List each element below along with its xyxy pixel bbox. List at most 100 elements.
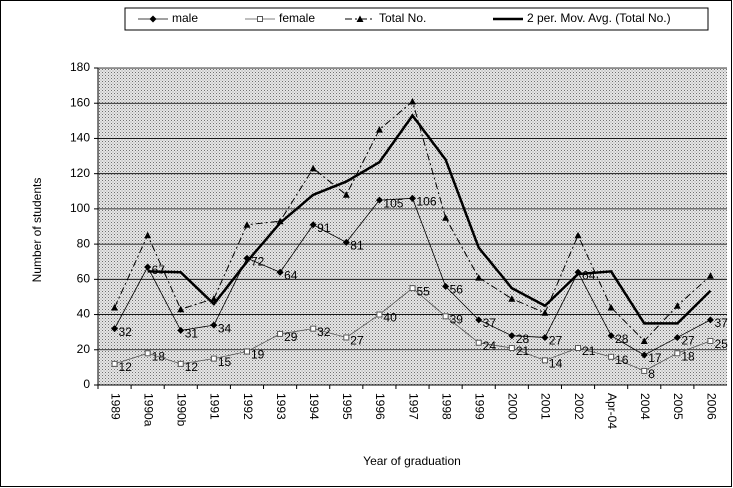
- y-tick-label: 100: [70, 201, 90, 215]
- data-label: 19: [251, 348, 265, 362]
- data-label: 15: [218, 355, 232, 369]
- data-label: 16: [615, 353, 629, 367]
- marker: [243, 348, 250, 355]
- marker: [342, 238, 350, 246]
- marker: [574, 231, 582, 239]
- marker: [177, 326, 185, 334]
- x-tick-label: Apr-04: [605, 393, 619, 429]
- marker: [375, 126, 383, 133]
- marker: [607, 332, 615, 340]
- marker: [409, 285, 416, 292]
- data-label: 27: [681, 334, 695, 348]
- x-tick-label: 1992: [241, 393, 255, 420]
- marker: [257, 16, 263, 22]
- marker: [673, 333, 681, 341]
- marker: [376, 311, 383, 318]
- x-tick-label: 1991: [208, 393, 222, 420]
- marker: [375, 196, 383, 204]
- data-label: 55: [417, 284, 431, 298]
- legend-label: female: [279, 11, 315, 25]
- marker: [508, 345, 515, 352]
- data-label: 8: [648, 367, 655, 381]
- x-tick-label: 1998: [439, 393, 453, 420]
- marker: [641, 367, 648, 374]
- x-tick-label: 1993: [274, 393, 288, 420]
- legend-label: Total No.: [379, 11, 426, 25]
- series-line: [147, 113, 712, 325]
- data-label: 24: [483, 339, 497, 353]
- marker: [541, 309, 549, 316]
- marker: [442, 214, 450, 221]
- data-label: 27: [350, 334, 364, 348]
- y-tick-label: 40: [77, 307, 91, 321]
- data-label: 18: [681, 349, 695, 363]
- marker: [607, 304, 615, 311]
- marker: [475, 316, 483, 324]
- x-tick-label: 1996: [373, 393, 387, 420]
- marker: [177, 305, 185, 313]
- data-label: 72: [251, 254, 265, 268]
- marker: [276, 268, 284, 276]
- data-label: 40: [383, 311, 397, 325]
- marker: [111, 360, 118, 367]
- x-tick-label: 2002: [572, 393, 586, 420]
- marker: [111, 325, 119, 333]
- x-tick-label: 2000: [506, 393, 520, 420]
- data-label: 91: [317, 221, 331, 235]
- marker: [673, 302, 681, 309]
- marker: [541, 333, 549, 341]
- x-tick-label: 2001: [539, 393, 553, 420]
- x-tick-label: 1997: [406, 393, 420, 420]
- y-tick-label: 160: [70, 95, 90, 109]
- marker: [356, 15, 364, 22]
- marker: [177, 360, 184, 367]
- marker: [706, 316, 714, 324]
- data-label: 14: [549, 357, 563, 371]
- marker: [309, 221, 317, 229]
- marker: [640, 351, 648, 359]
- y-tick-label: 0: [83, 377, 90, 391]
- marker: [210, 321, 218, 329]
- y-tick-label: 120: [70, 166, 90, 180]
- data-label: 28: [516, 332, 530, 346]
- legend-label: 2 per. Mov. Avg. (Total No.): [527, 11, 671, 25]
- data-label: 105: [383, 196, 403, 210]
- y-tick-label: 180: [70, 60, 90, 74]
- data-label: 34: [218, 321, 232, 335]
- marker: [243, 221, 251, 228]
- data-label: 56: [450, 283, 464, 297]
- marker: [342, 191, 350, 198]
- data-label: 28: [615, 332, 629, 346]
- data-label: 27: [549, 334, 563, 348]
- data-label: 21: [516, 344, 530, 358]
- data-label: 29: [284, 330, 298, 344]
- marker: [608, 353, 615, 360]
- marker: [409, 97, 416, 105]
- marker: [210, 355, 217, 362]
- y-tick-label: 60: [77, 272, 91, 286]
- data-label: 17: [648, 351, 662, 365]
- x-tick-label: 1989: [108, 393, 122, 420]
- data-label: 12: [185, 360, 199, 374]
- plot-area: [98, 68, 727, 385]
- y-tick-label: 20: [77, 342, 91, 356]
- marker: [575, 345, 582, 352]
- legend: [124, 7, 709, 31]
- marker: [475, 339, 482, 346]
- data-label: 31: [185, 327, 199, 341]
- x-tick-label: 2006: [704, 393, 718, 420]
- data-label: 37: [714, 316, 728, 330]
- data-label: 39: [450, 312, 464, 326]
- marker: [442, 282, 450, 290]
- marker: [277, 330, 284, 337]
- data-label: 32: [317, 325, 331, 339]
- data-label: 37: [483, 316, 497, 330]
- x-tick-label: 1990a: [141, 393, 155, 427]
- x-axis-label: Year of graduation: [363, 454, 461, 468]
- data-label: 64: [284, 268, 298, 282]
- marker: [442, 313, 449, 320]
- legend-label: male: [172, 11, 198, 25]
- marker: [640, 337, 648, 344]
- data-label: 21: [582, 344, 596, 358]
